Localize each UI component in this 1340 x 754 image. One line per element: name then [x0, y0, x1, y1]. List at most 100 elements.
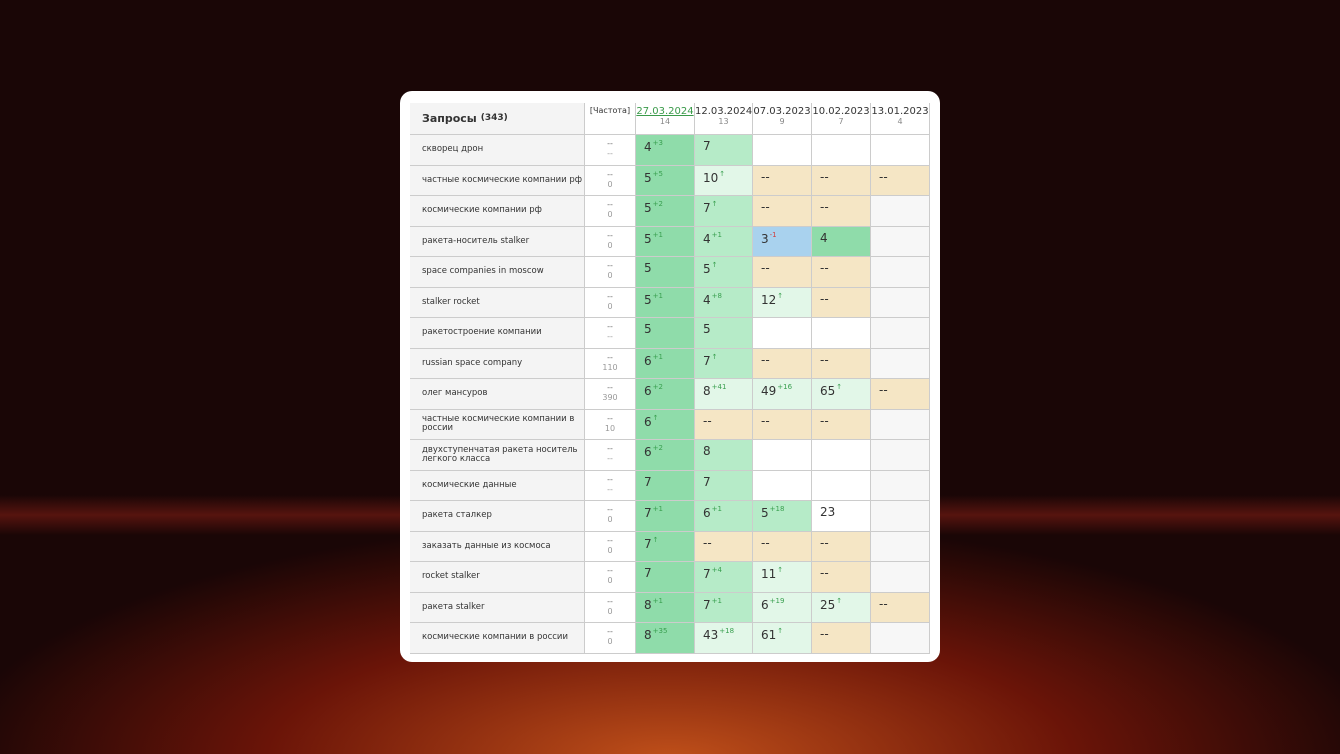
date-label: 12.03.2024 — [695, 106, 753, 117]
position: 23 — [812, 501, 871, 532]
position-value: 4 — [703, 292, 711, 307]
freq-bottom: -- — [607, 149, 613, 158]
query: ракетостроение компании — [410, 318, 585, 349]
position-delta: +18 — [769, 505, 785, 513]
position-value: 6 — [644, 414, 652, 429]
position — [812, 470, 871, 501]
position: -- — [871, 379, 930, 410]
position: -- — [812, 257, 871, 288]
query: ракета stalker — [410, 592, 585, 623]
position-value: -- — [761, 169, 770, 184]
position-value: 5 — [644, 292, 652, 307]
query: space companies in moscow — [410, 257, 585, 288]
position: 8 — [695, 440, 753, 471]
position-value: 49 — [761, 384, 777, 398]
position-delta: +5 — [652, 169, 663, 178]
frequency: -- -- — [585, 470, 636, 501]
position-value: -- — [820, 291, 829, 306]
position-value: 8 — [644, 628, 652, 642]
position-delta: ↑ — [711, 261, 718, 269]
query: космические компании рф — [410, 196, 585, 227]
freq-top: -- — [607, 596, 613, 606]
position-delta: +1 — [652, 352, 663, 361]
position-value: 6 — [703, 506, 711, 520]
position: 25↑ — [812, 592, 871, 623]
position-value: -- — [761, 261, 770, 275]
position-value: 7 — [644, 536, 652, 551]
query: частные космические компании рф — [410, 165, 585, 196]
position-value: 7 — [703, 139, 711, 153]
position: 5+18 — [753, 501, 812, 532]
position: -- — [871, 592, 930, 623]
frequency: -- 110 — [585, 348, 636, 379]
position-delta: +18 — [719, 627, 735, 635]
position: -- — [753, 196, 812, 227]
position-value: -- — [820, 261, 829, 275]
freq-top: -- — [607, 474, 613, 484]
position-value: 4 — [820, 230, 828, 245]
position-value: 6 — [644, 353, 652, 368]
position-value: -- — [761, 535, 770, 550]
position: 7↑ — [636, 531, 695, 562]
freq-bottom: 0 — [607, 301, 613, 311]
position-delta: +1 — [652, 291, 663, 300]
position-value: 5 — [644, 170, 652, 185]
freq-top: -- — [607, 169, 613, 179]
position-value: -- — [761, 352, 770, 367]
date-label: 27.03.2024 — [636, 106, 694, 117]
position — [812, 135, 871, 166]
position — [871, 196, 930, 227]
position: 8+35 — [636, 623, 695, 654]
position-value: -- — [761, 413, 770, 428]
position: 49+16 — [753, 379, 812, 410]
position-value: 7 — [644, 506, 652, 520]
position-delta: ↑ — [836, 596, 843, 605]
position: 6↑ — [636, 409, 695, 440]
position: -- — [753, 409, 812, 440]
position-value: 6 — [644, 445, 652, 459]
frequency: -- 0 — [585, 623, 636, 654]
freq-bottom: 0 — [607, 210, 613, 219]
freq-bottom: 0 — [607, 637, 613, 646]
position: 7↑ — [695, 348, 753, 379]
position: -- — [812, 623, 871, 654]
position-value: 8 — [703, 384, 711, 398]
frequency: -- 0 — [585, 257, 636, 288]
freq-top: -- — [607, 291, 613, 301]
query: rocket stalker — [410, 562, 585, 593]
position-delta: +2 — [652, 383, 663, 391]
position-delta: ↑ — [652, 413, 659, 422]
header-title: Запросы — [422, 112, 477, 125]
position-value: 8 — [644, 597, 652, 612]
query: ракета-носитель stalker — [410, 226, 585, 257]
position-value: 43 — [703, 628, 719, 642]
position: 7+4 — [695, 562, 753, 593]
position — [753, 135, 812, 166]
position-value: 7 — [703, 474, 711, 489]
position-delta: ↑ — [777, 566, 784, 574]
freq-top: -- — [607, 566, 613, 575]
date-count: 9 — [779, 117, 785, 126]
position-delta: +1 — [652, 596, 663, 605]
position: -- — [753, 531, 812, 562]
position: 6+2 — [636, 379, 695, 410]
position-delta: ↑ — [836, 383, 843, 391]
position-value: 65 — [820, 384, 836, 398]
freq-bottom: 0 — [607, 545, 613, 555]
frequency: -- 0 — [585, 226, 636, 257]
position: 4+1 — [695, 226, 753, 257]
header-query: Запросы (343) — [410, 103, 585, 135]
date-label: 10.02.2023 — [812, 106, 870, 117]
position: -- — [753, 165, 812, 196]
position: -- — [753, 348, 812, 379]
frequency: -- 0 — [585, 287, 636, 318]
freq-top: -- — [607, 261, 613, 270]
query: ракета сталкер — [410, 501, 585, 532]
query: космические данные — [410, 470, 585, 501]
position-value: -- — [820, 413, 829, 428]
position-delta: +1 — [711, 596, 722, 605]
position: 3-1 — [753, 226, 812, 257]
position: 5+5 — [636, 165, 695, 196]
position: -- — [812, 409, 871, 440]
position: 61↑ — [753, 623, 812, 654]
